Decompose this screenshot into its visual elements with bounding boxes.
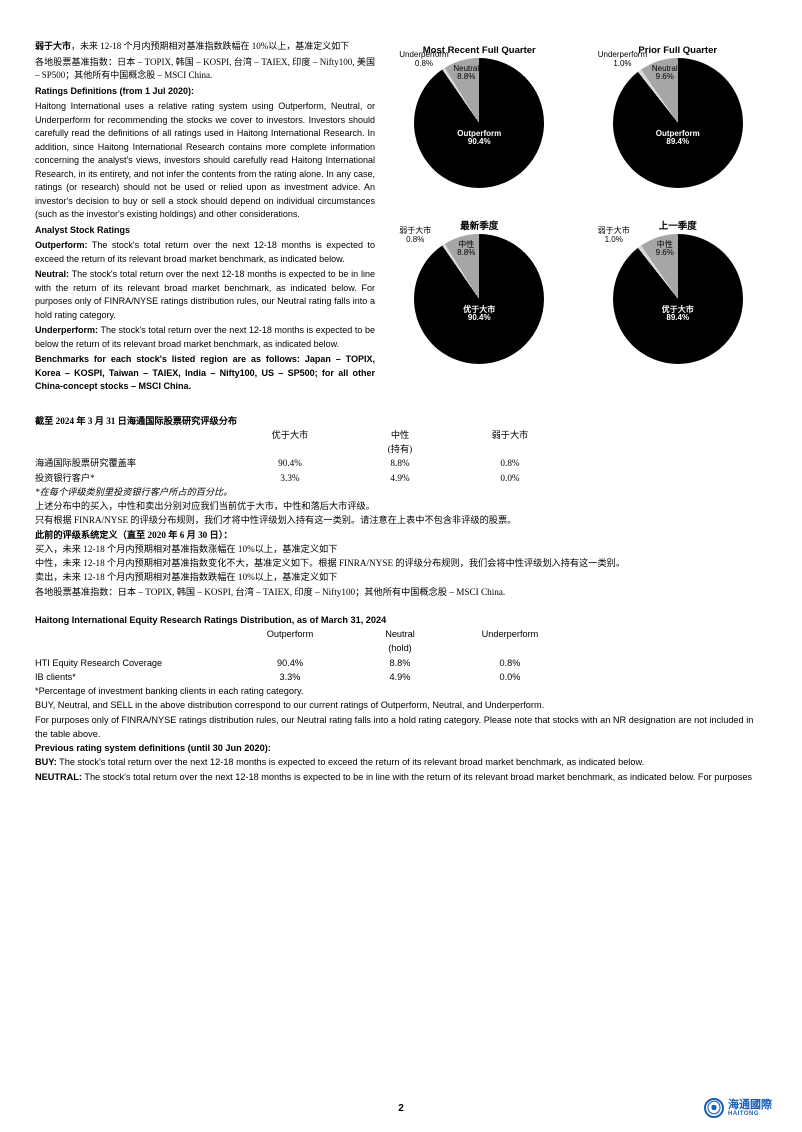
table-row: IB clients*3.3%4.9%0.0% [35,670,575,684]
logo-text: 海通國際 HAITONG [728,1100,772,1117]
buy-label: BUY: [35,757,57,767]
pie-slice-container [414,234,544,364]
pie-label-neutral: Neutral 9.6% [652,65,678,83]
cn-prev-2: 中性，未来 12-18 个月内预期相对基准指数变化不大，基准定义如下。根据 FI… [35,556,767,570]
pie-chart: 最新季度优于大市 90.4%中性 8.8%弱于大市 0.8% [390,218,569,383]
cn-ratings-table: 优于大市中性弱于大市 (持有) 海通国际股票研究覆盖率90.4%8.8%0.8%… [35,428,575,485]
pie-label-outperform: Outperform 89.4% [656,130,700,148]
en-neutral-def: NEUTRAL: The stock's total return over t… [35,770,767,784]
tables-section: 截至 2024 年 3 月 31 日海通国际股票研究评级分布 优于大市中性弱于大… [35,414,767,784]
underperform-label: Underperform: [35,325,98,335]
en-note-2: BUY, Neutral, and SELL in the above dist… [35,698,767,712]
pie-label-outperform: 优于大市 89.4% [662,306,694,324]
neutral-label-en: NEUTRAL: [35,772,82,782]
cn-prev-1: 买入，未来 12-18 个月内预期相对基准指数涨幅在 10%以上，基准定义如下 [35,542,767,556]
charts-grid: Most Recent Full QuarterOutperform 90.4%… [390,45,767,383]
neutral-label: Neutral: [35,269,69,279]
pie-label-underperform: Underperform 0.8% [399,51,448,69]
en-ratings-table: OutperformNeutralUnderperform (hold) HTI… [35,627,575,684]
row-coverage: 海通国际股票研究覆盖率 [35,456,235,470]
pie-label-underperform: 弱于大市 1.0% [598,227,630,245]
page-number: 2 [398,1103,404,1114]
row-ib: IB clients* [35,670,235,684]
underperform-def: Underperform: The stock's total return o… [35,324,375,351]
pie-slice-container [414,58,544,188]
table-row: (持有) [35,442,575,456]
pie-label-outperform: Outperform 90.4% [457,130,501,148]
table-row: OutperformNeutralUnderperform [35,627,575,641]
table-row: 优于大市中性弱于大市 [35,428,575,442]
table-row: (hold) [35,641,575,655]
analyst-heading: Analyst Stock Ratings [35,224,375,238]
table-row: 投资银行客户*3.3%4.9%0.0% [35,471,575,485]
pie-slice-container [613,58,743,188]
table-row: HTI Equity Research Coverage90.4%8.8%0.8… [35,656,575,670]
col-neutral: 中性 [345,428,455,442]
cn-note-1: *在每个评级类别里投资银行客户所占的百分比。 [35,485,767,499]
en-note-1: *Percentage of investment banking client… [35,684,767,698]
pie-label-neutral: 中性 9.6% [656,241,674,259]
row-ib: 投资银行客户* [35,471,235,485]
pie-label-underperform: Underperform 1.0% [598,51,647,69]
outperform-def: Outperform: The stock's total return ove… [35,239,375,266]
logo-cn: 海通國際 [728,1100,772,1111]
neutral-text: The stock's total return over the next 1… [35,269,375,320]
en-prev-heading: Previous rating system definitions (unti… [35,741,767,755]
charts-column: Most Recent Full QuarterOutperform 90.4%… [390,40,767,396]
col-underperform: 弱于大市 [455,428,565,442]
pie-chart: 上一季度优于大市 89.4%中性 9.6%弱于大市 1.0% [589,218,768,383]
buy-text: The stock's total return over the next 1… [57,757,644,767]
weaker-bold: 弱于大市 [35,41,71,51]
cn-note-2: 上述分布中的买入，中性和卖出分别对应我们当前优于大市，中性和落后大市评级。 [35,499,767,513]
neutral-def: Neutral: The stock's total return over t… [35,268,375,322]
weaker-than-market-def: 弱于大市，未来 12-18 个月内预期相对基准指数跌幅在 10%以上，基准定义如… [35,40,375,54]
col-underperform: Underperform [455,627,565,641]
ratings-def-heading: Ratings Definitions (from 1 Jul 2020): [35,85,375,99]
benchmarks-en: Benchmarks for each stock's listed regio… [35,353,375,394]
cn-prev-4: 各地股票基准指数：日本 – TOPIX, 韩国 – KOSPI, 台湾 – TA… [35,585,767,599]
haitong-logo: ⦿ 海通國際 HAITONG [704,1098,772,1118]
en-buy-def: BUY: The stock's total return over the n… [35,755,767,769]
col-neutral: Neutral [345,627,455,641]
cn-prev-3: 卖出，未来 12-18 个月内预期相对基准指数跌幅在 10%以上，基准定义如下 [35,570,767,584]
col-outperform: 优于大市 [235,428,345,442]
col-outperform: Outperform [235,627,345,641]
row-coverage: HTI Equity Research Coverage [35,656,235,670]
col-hold: (持有) [345,442,455,456]
col-hold: (hold) [345,641,455,655]
neutral-text-en: The stock's total return over the next 1… [82,772,752,782]
pie-label-outperform: 优于大市 90.4% [463,306,495,324]
benchmark-list-cn: 各地股票基准指数：日本 – TOPIX, 韩国 – KOSPI, 台湾 – TA… [35,56,375,83]
pie-label-underperform: 弱于大市 0.8% [399,227,431,245]
cn-table-title: 截至 2024 年 3 月 31 日海通国际股票研究评级分布 [35,414,767,428]
pie-label-neutral: Neutral 8.8% [453,65,479,83]
pie-label-neutral: 中性 8.8% [457,241,475,259]
logo-icon: ⦿ [704,1098,724,1118]
ratings-def-body: Haitong International uses a relative ra… [35,100,375,222]
left-column: 弱于大市，未来 12-18 个月内预期相对基准指数跌幅在 10%以上，基准定义如… [35,40,375,396]
cn-prev-heading: 此前的评级系统定义（直至 2020 年 6 月 30 日）： [35,528,767,542]
weaker-rest: ，未来 12-18 个月内预期相对基准指数跌幅在 10%以上，基准定义如下 [71,41,349,51]
table-row: 海通国际股票研究覆盖率90.4%8.8%0.8% [35,456,575,470]
en-table-title: Haitong International Equity Research Ra… [35,613,767,627]
cn-note-3: 只有根据 FINRA/NYSE 的评级分布规则，我们才将中性评级划入持有这一类别… [35,513,767,527]
pie-slice-container [613,234,743,364]
pie-chart: Most Recent Full QuarterOutperform 90.4%… [390,45,569,210]
en-note-3: For purposes only of FINRA/NYSE ratings … [35,713,767,742]
outperform-label: Outperform: [35,240,88,250]
logo-en: HAITONG [728,1111,772,1117]
pie-chart: Prior Full QuarterOutperform 89.4%Neutra… [589,45,768,210]
